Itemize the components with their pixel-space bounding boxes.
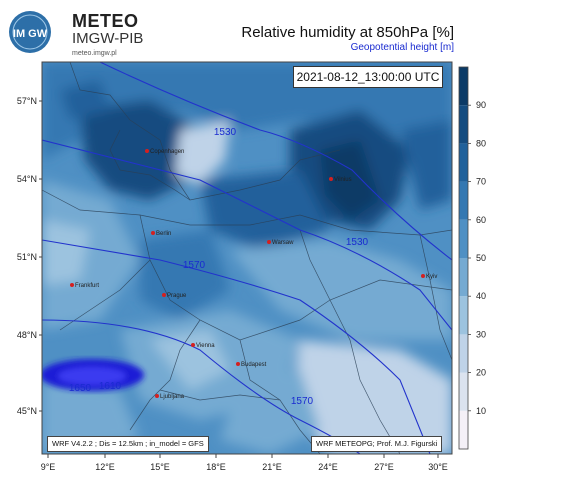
colorbar-segment [459, 334, 468, 373]
city-marker [267, 240, 271, 244]
footer-model-info: WRF V4.2.2 ; Dis = 12.5km ; in_model = G… [47, 436, 209, 452]
chart-subtitle: Geopotential height [m] [350, 42, 454, 53]
city-marker [70, 283, 74, 287]
isoline-label: 1650 [69, 383, 92, 394]
city-label: Kyiv [426, 274, 437, 280]
city-marker [162, 293, 166, 297]
city-label: Vienna [196, 343, 215, 349]
brand-imgw: IMGW-PIB [72, 30, 144, 47]
lon-label: 30°E [428, 462, 448, 472]
city-label: Berlin [156, 231, 171, 237]
colorbar-segment [459, 372, 468, 411]
footer-credits: WRF METEOPG; Prof. M.J. Figurski [311, 436, 443, 452]
lat-label: 45°N [17, 406, 37, 416]
isoline-label: 1570 [183, 260, 206, 271]
lat-axis: 57°N 54°N 51°N 48°N 45°N [17, 96, 42, 416]
logo-text: IM GW [13, 28, 48, 40]
colorbar-label: 50 [476, 253, 486, 263]
lat-label: 51°N [17, 252, 37, 262]
city-label: Frankfurt [75, 283, 99, 289]
city-label: Warsaw [272, 240, 294, 246]
alps-high [42, 359, 144, 391]
colorbar-segment [459, 258, 468, 297]
city-marker [236, 362, 240, 366]
city-marker [421, 274, 425, 278]
colorbar-label: 10 [476, 406, 486, 416]
isoline-label: 1570 [291, 396, 314, 407]
lon-label: 24°E [318, 462, 338, 472]
city-marker [329, 177, 333, 181]
city-marker [151, 231, 155, 235]
brand-meteo: METEO [72, 11, 139, 31]
city-marker [155, 394, 159, 398]
colorbar-label: 40 [476, 291, 486, 301]
colorbar-segment [459, 143, 468, 182]
lat-label: 48°N [17, 330, 37, 340]
timestamp-box: 2021-08-12_13:00:00 UTC [293, 66, 443, 88]
isoline-label: 1610 [99, 381, 122, 392]
lon-axis: 9°E 12°E 15°E 18°E 21°E 24°E 27°E 30°E [41, 454, 448, 472]
map-frame [41, 61, 453, 455]
city-label: Prague [167, 293, 187, 299]
colorbar-label: 30 [476, 329, 486, 339]
lon-label: 12°E [95, 462, 115, 472]
colorbar: 90 80 70 60 50 40 30 20 10 [458, 66, 486, 450]
city-label: Budapest [241, 362, 267, 368]
city-markers: Copenhagen Vilnius Berlin Warsaw Kyiv Frankfu… [70, 149, 437, 400]
lon-label: 15°E [150, 462, 170, 472]
lon-label: 18°E [206, 462, 226, 472]
imgw-logo: IM GW [9, 11, 51, 53]
city-label: Vilnius [334, 177, 352, 183]
colorbar-segment [459, 105, 468, 144]
isoline-label: 1530 [346, 237, 369, 248]
isoline-label: 1530 [214, 127, 237, 138]
city-marker [191, 343, 195, 347]
lon-label: 9°E [41, 462, 56, 472]
isolines [42, 62, 452, 454]
colorbar-label: 20 [476, 368, 486, 378]
colorbar-segment [459, 181, 468, 220]
colorbar-label: 90 [476, 100, 486, 110]
brand-url[interactable]: meteo.imgw.pl [72, 50, 117, 57]
chart-title: Relative humidity at 850hPa [%] [241, 24, 454, 41]
humidity-field [42, 62, 452, 454]
lon-label: 21°E [262, 462, 282, 472]
colorbar-segment [459, 219, 468, 258]
brand-block: METEO IMGW-PIB meteo.imgw.pl [72, 12, 143, 60]
colorbar-segment [459, 410, 468, 449]
city-label: Copenhagen [150, 149, 184, 155]
colorbar-label: 60 [476, 215, 486, 225]
colorbar-label: 70 [476, 177, 486, 187]
borders [42, 62, 452, 454]
city-label: Ljubljana [160, 394, 185, 400]
city-marker [145, 149, 149, 153]
lat-label: 57°N [17, 96, 37, 106]
lat-label: 54°N [17, 174, 37, 184]
colorbar-label: 80 [476, 138, 486, 148]
colorbar-segment [459, 296, 468, 335]
lon-label: 27°E [374, 462, 394, 472]
isoline-labels: 1530 1530 1570 1570 1610 1650 [69, 127, 369, 407]
colorbar-segment [459, 67, 468, 106]
